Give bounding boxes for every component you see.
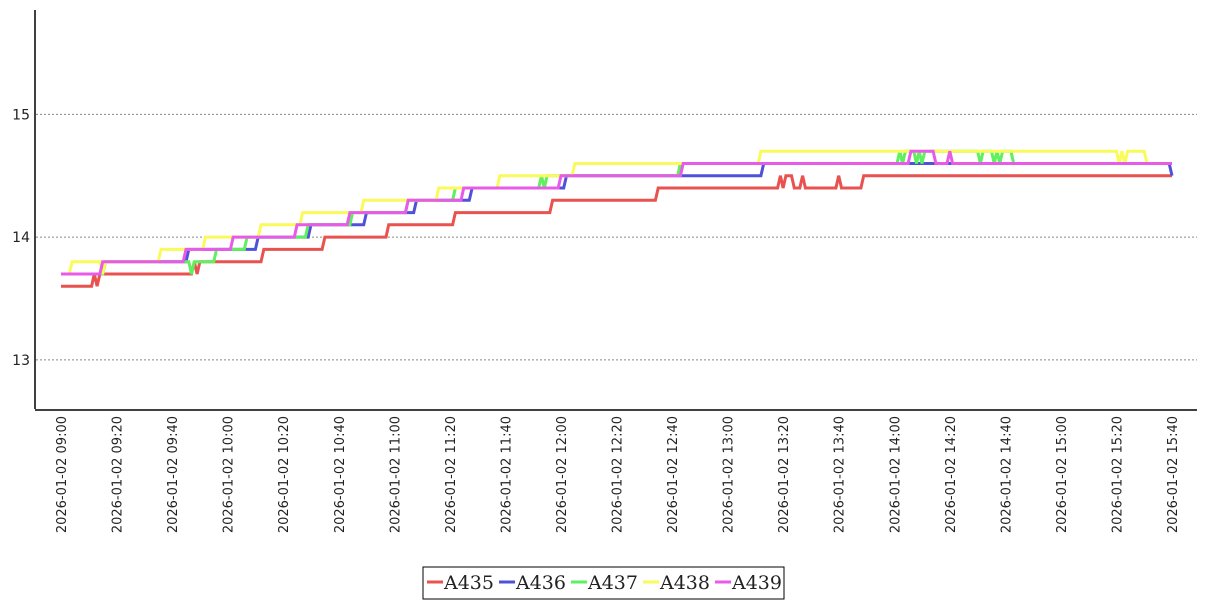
x-tick-label: 2026-01-02 10:00	[222, 416, 237, 533]
legend-label-A436: A436	[515, 572, 566, 594]
x-tick-label: 2026-01-02 15:40	[1166, 416, 1181, 533]
x-tick-label: 2026-01-02 13:40	[833, 416, 848, 533]
y-tick-label: 15	[12, 107, 30, 123]
y-tick-labels: 13 14 15	[12, 107, 30, 369]
series-line-A435	[61, 174, 1172, 288]
x-tick-label: 2026-01-02 13:20	[777, 416, 792, 533]
legend-label-A437: A437	[587, 572, 638, 594]
legend: A435 A436 A437 A438 A439	[422, 566, 785, 600]
x-tick-label: 2026-01-02 09:00	[55, 416, 70, 533]
x-tick-label: 2026-01-02 12:20	[611, 416, 626, 533]
x-tick-label: 2026-01-02 12:40	[666, 416, 681, 533]
x-tick-label: 2026-01-02 14:40	[999, 416, 1014, 533]
series-line-A436	[61, 162, 1174, 276]
x-tick-label: 2026-01-02 10:20	[277, 416, 292, 533]
axes	[34, 10, 1197, 411]
y-tick-label: 13	[12, 353, 30, 369]
legend-label-A435: A435	[443, 572, 494, 594]
x-tick-labels: 2026-01-02 09:00 2026-01-02 09:20 2026-01-…	[55, 416, 1181, 533]
x-tick-label: 2026-01-02 12:00	[555, 416, 570, 533]
x-tick-label: 2026-01-02 15:20	[1110, 416, 1125, 533]
x-tick-label: 2026-01-02 09:40	[166, 416, 181, 533]
series-lines	[61, 149, 1174, 288]
y-tick-label: 14	[12, 230, 30, 246]
x-tick-label: 2026-01-02 15:00	[1055, 416, 1070, 533]
series-line-A437	[61, 149, 1172, 276]
x-tick-label: 2026-01-02 14:00	[888, 416, 903, 533]
series-line-A438	[61, 149, 1172, 276]
legend-label-A439: A439	[731, 572, 782, 594]
x-tick-label: 2026-01-02 14:20	[944, 416, 959, 533]
series-line-A439	[61, 149, 1172, 276]
x-tick-label: 2026-01-02 10:40	[333, 416, 348, 533]
x-tick-label: 2026-01-02 13:00	[722, 416, 737, 533]
x-tick-label: 2026-01-02 11:20	[444, 416, 459, 533]
x-tick-label: 2026-01-02 09:20	[111, 416, 126, 533]
x-tick-label: 2026-01-02 11:00	[388, 416, 403, 533]
x-tick-label: 2026-01-02 11:40	[499, 416, 514, 533]
legend-label-A438: A438	[659, 572, 710, 594]
